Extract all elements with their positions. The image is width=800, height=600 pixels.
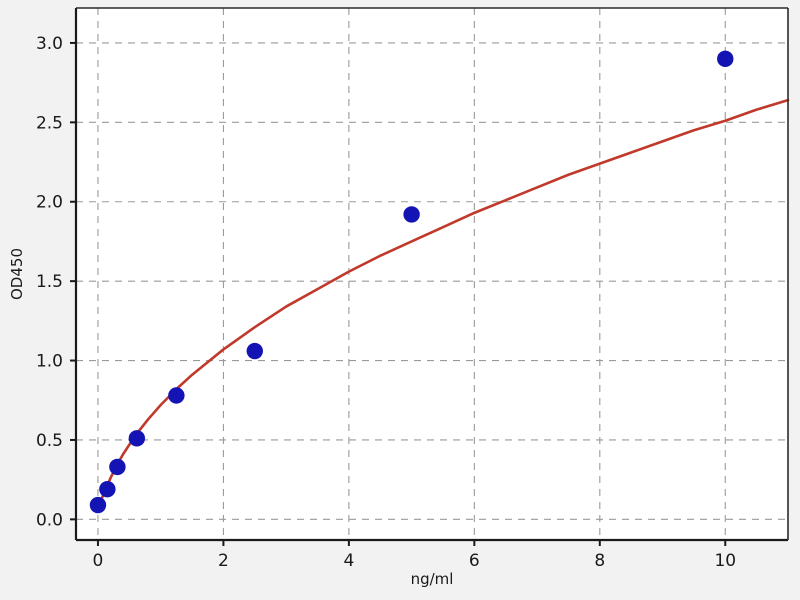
data-point-1 <box>99 480 116 498</box>
data-point-6 <box>403 206 420 223</box>
y-tick-label-5: 2.5 <box>36 113 63 133</box>
x-tick-labels: 0 2 4 6 8 10 <box>93 551 737 571</box>
plot-area-background <box>76 8 788 540</box>
y-axis-title: OD450 <box>8 248 26 300</box>
x-tick-label-2: 4 <box>343 551 354 571</box>
y-tick-label-2: 1.0 <box>36 352 63 372</box>
x-tick-label-5: 10 <box>714 551 736 571</box>
fitted-curve-path <box>96 98 790 510</box>
fitted-curve <box>96 98 790 510</box>
data-point-7 <box>717 50 734 68</box>
y-tick-label-6: 3.0 <box>36 34 63 54</box>
x-axis-title: ng/ml <box>411 570 454 588</box>
x-tick-label-3: 6 <box>469 551 480 571</box>
data-point-2 <box>109 458 126 476</box>
x-tick-label-4: 8 <box>594 551 605 571</box>
data-points <box>89 50 734 514</box>
grid-lines <box>76 8 788 540</box>
data-point-3 <box>128 430 146 447</box>
x-tick-label-1: 2 <box>218 551 229 571</box>
data-point-0 <box>89 496 107 514</box>
y-tick-labels: 0.0 0.5 1.0 1.5 2.0 2.5 3.0 <box>36 34 63 530</box>
y-tick-label-0: 0.0 <box>36 510 63 530</box>
data-point-5 <box>246 342 263 360</box>
data-point-4 <box>168 387 185 404</box>
y-tick-label-1: 0.5 <box>36 431 63 451</box>
x-tick-label-0: 0 <box>93 551 104 571</box>
axis-spines <box>74 7 789 542</box>
y-tick-label-3: 1.5 <box>36 272 63 292</box>
y-tick-label-4: 2.0 <box>36 193 63 213</box>
